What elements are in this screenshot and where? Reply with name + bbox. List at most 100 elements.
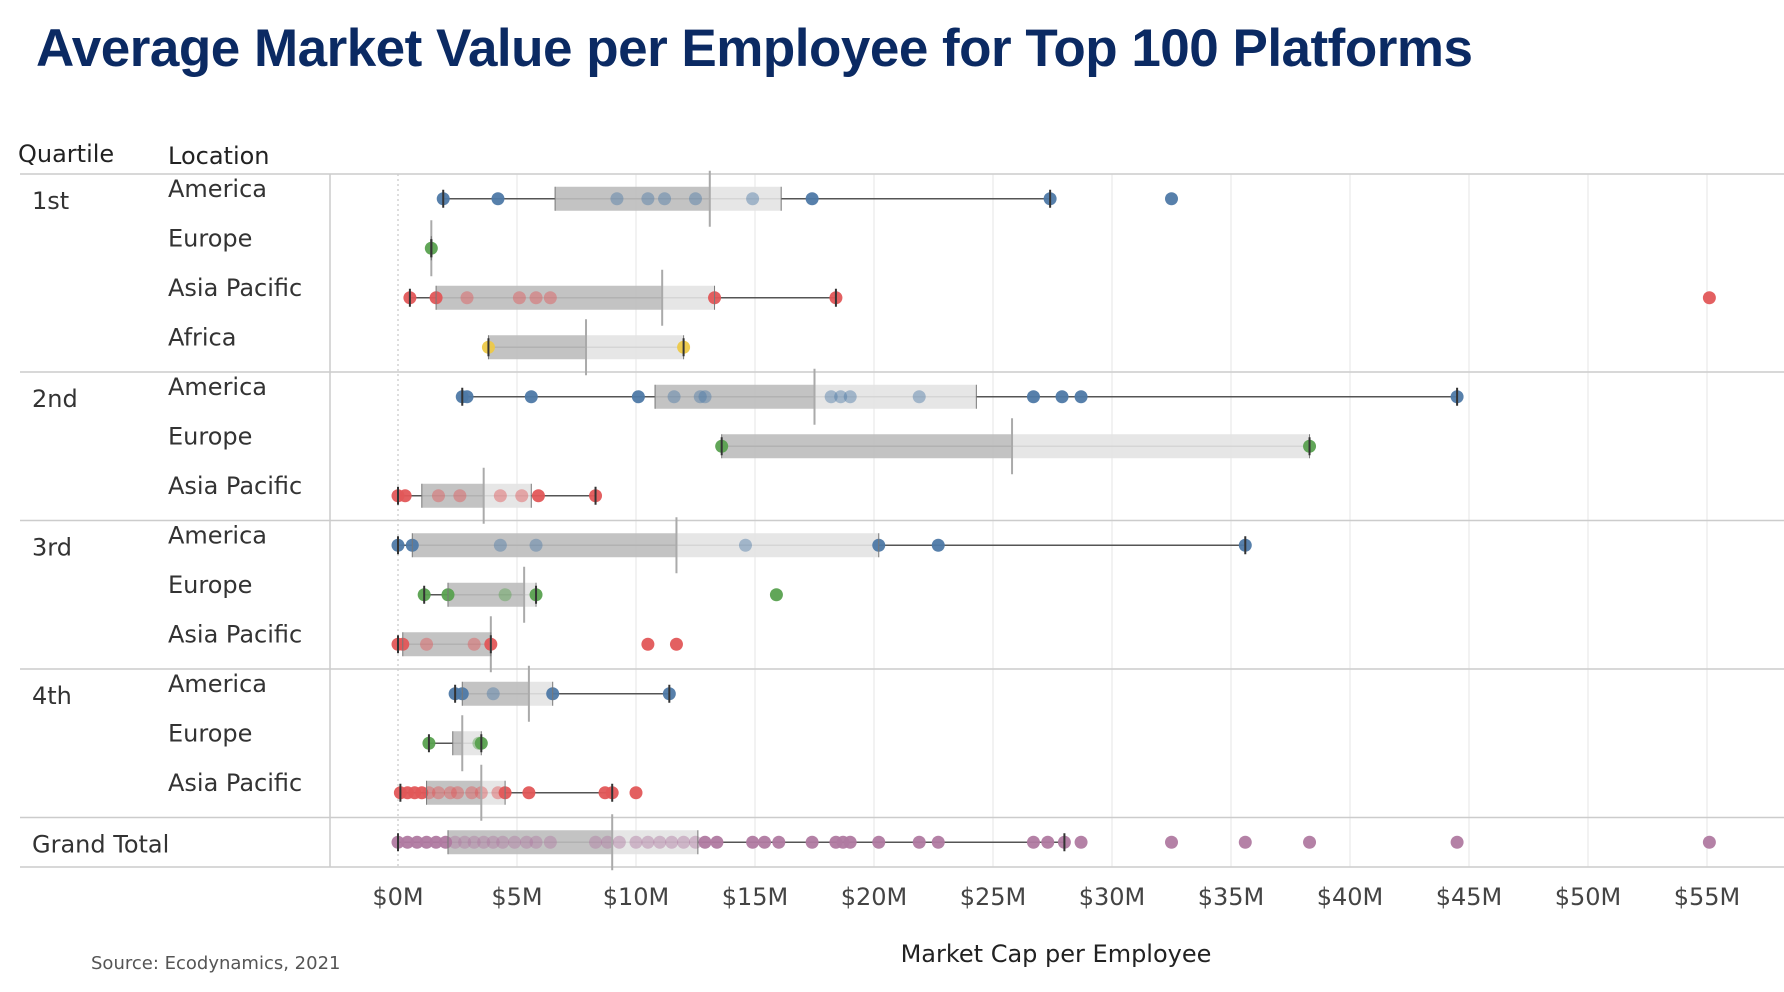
box-upper xyxy=(528,681,553,706)
data-point xyxy=(529,538,543,552)
data-point xyxy=(1450,835,1464,849)
data-point xyxy=(689,192,702,206)
quartile-label: 1st xyxy=(32,187,69,215)
x-tick-label: $55M xyxy=(1674,883,1741,911)
box-upper xyxy=(709,186,782,211)
data-point xyxy=(1165,835,1178,849)
box-lower xyxy=(436,285,663,310)
x-axis-label: Market Cap per Employee xyxy=(901,940,1212,968)
data-point xyxy=(512,291,526,305)
data-point xyxy=(508,835,522,849)
data-point xyxy=(543,291,557,305)
box-lower xyxy=(462,681,529,706)
data-point xyxy=(460,291,474,305)
box-lower xyxy=(402,632,491,657)
quartile-label: Grand Total xyxy=(32,831,169,859)
data-point xyxy=(1055,390,1069,404)
data-point xyxy=(677,835,691,849)
location-label: Asia Pacific xyxy=(168,620,302,648)
x-tick-label: $0M xyxy=(372,883,423,911)
location-header: Location xyxy=(168,142,270,170)
data-point xyxy=(746,835,760,849)
data-point xyxy=(493,489,507,503)
data-point xyxy=(451,786,464,800)
data-point xyxy=(1238,835,1252,849)
data-point xyxy=(641,835,655,849)
quartile-label: 4th xyxy=(32,682,72,710)
data-point xyxy=(1041,835,1055,849)
data-point xyxy=(1026,835,1040,849)
data-point xyxy=(486,687,500,701)
data-point xyxy=(422,786,436,800)
data-point xyxy=(738,538,752,552)
data-point xyxy=(493,538,507,552)
quartile-label: 2nd xyxy=(32,385,78,413)
data-point xyxy=(496,835,510,849)
box-upper xyxy=(612,830,698,855)
data-point xyxy=(834,390,848,404)
data-point xyxy=(710,835,724,849)
data-point xyxy=(629,786,643,800)
data-point xyxy=(458,835,472,849)
location-label: Asia Pacific xyxy=(168,769,302,797)
data-point xyxy=(520,835,534,849)
location-label: America xyxy=(168,175,267,203)
x-tick-label: $30M xyxy=(1079,883,1146,911)
box-lower xyxy=(721,434,1013,459)
data-point xyxy=(486,835,500,849)
data-point xyxy=(460,390,474,404)
x-tick-label: $50M xyxy=(1555,883,1622,911)
box-upper xyxy=(676,533,879,558)
data-point xyxy=(453,489,467,503)
data-point xyxy=(448,835,462,849)
data-point xyxy=(931,835,945,849)
box-lower xyxy=(421,483,484,508)
data-point xyxy=(589,835,603,849)
box-lower xyxy=(426,780,482,805)
data-point xyxy=(746,192,760,206)
data-point xyxy=(1074,390,1088,404)
data-point xyxy=(420,835,434,849)
quartile-header: Quartile xyxy=(18,140,114,168)
box-upper xyxy=(483,483,532,508)
data-point xyxy=(641,192,655,206)
data-point xyxy=(669,637,683,651)
data-point xyxy=(1303,835,1317,849)
data-point xyxy=(515,489,529,503)
data-point xyxy=(467,835,481,849)
x-tick-label: $35M xyxy=(1198,883,1265,911)
data-point xyxy=(439,835,453,849)
data-point xyxy=(524,390,538,404)
data-point xyxy=(531,489,545,503)
data-point xyxy=(491,192,505,206)
data-point xyxy=(600,835,614,849)
data-point xyxy=(431,786,445,800)
data-point xyxy=(824,390,838,404)
box-lower xyxy=(555,186,710,211)
data-point xyxy=(805,835,819,849)
x-tick-label: $40M xyxy=(1317,883,1384,911)
data-point xyxy=(431,489,445,503)
data-point xyxy=(698,835,712,849)
location-label: Europe xyxy=(168,719,252,747)
data-point xyxy=(665,835,679,849)
box-upper xyxy=(814,384,977,409)
box-lower xyxy=(488,335,587,360)
data-point xyxy=(843,835,857,849)
data-point xyxy=(529,291,543,305)
location-label: Europe xyxy=(168,571,252,599)
data-point xyxy=(912,390,926,404)
data-point xyxy=(1074,835,1088,849)
quartile-label: 3rd xyxy=(32,534,72,562)
box-upper xyxy=(586,335,684,360)
x-tick-label: $10M xyxy=(603,883,670,911)
location-label: America xyxy=(168,521,267,549)
data-point xyxy=(769,588,783,602)
source-note: Source: Ecodynamics, 2021 xyxy=(91,953,341,974)
x-tick-label: $20M xyxy=(841,883,908,911)
box-lower xyxy=(655,384,815,409)
data-point xyxy=(543,835,557,849)
box-lower xyxy=(447,830,613,855)
location-label: America xyxy=(168,373,267,401)
